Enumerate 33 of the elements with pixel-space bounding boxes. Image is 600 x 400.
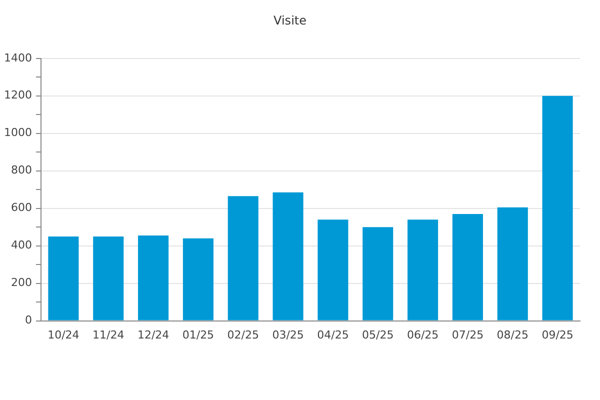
bar: [272, 192, 304, 320]
x-tick-label: 12/24: [137, 328, 170, 342]
chart-title: Visite: [274, 13, 306, 28]
x-tick-label: 04/25: [317, 328, 349, 342]
bar: [48, 236, 79, 320]
x-tick-label: 11/24: [92, 328, 124, 342]
bar: [362, 227, 394, 320]
bar: [497, 207, 528, 320]
bar: [408, 220, 438, 320]
bar: [138, 236, 169, 320]
x-tick-label: 09/25: [542, 328, 574, 342]
y-tick-label: 200: [10, 276, 32, 290]
bar: [93, 236, 124, 320]
y-tick-label: 400: [10, 238, 32, 252]
x-tick-label: 10/24: [48, 328, 80, 342]
x-tick-label: 01/25: [182, 328, 214, 342]
y-tick-label: 0: [24, 314, 32, 327]
bar: [182, 238, 214, 320]
y-tick-label: 600: [10, 201, 32, 214]
x-tick-label: 08/25: [496, 328, 528, 342]
y-tick-label: 800: [10, 164, 32, 177]
bar: [452, 214, 483, 320]
x-tick-label: 03/25: [272, 328, 304, 342]
x-tick-label: 06/25: [406, 328, 439, 342]
y-tick-label: 1200: [4, 88, 32, 102]
bar: [542, 96, 573, 320]
y-tick-label: 1000: [4, 126, 32, 140]
bar: [318, 220, 348, 320]
y-tick-label: 1400: [4, 51, 32, 64]
x-tick-label: 02/25: [227, 328, 259, 342]
x-tick-label: 05/25: [362, 328, 394, 342]
bar: [228, 196, 258, 320]
x-tick-label: 07/25: [452, 328, 484, 342]
